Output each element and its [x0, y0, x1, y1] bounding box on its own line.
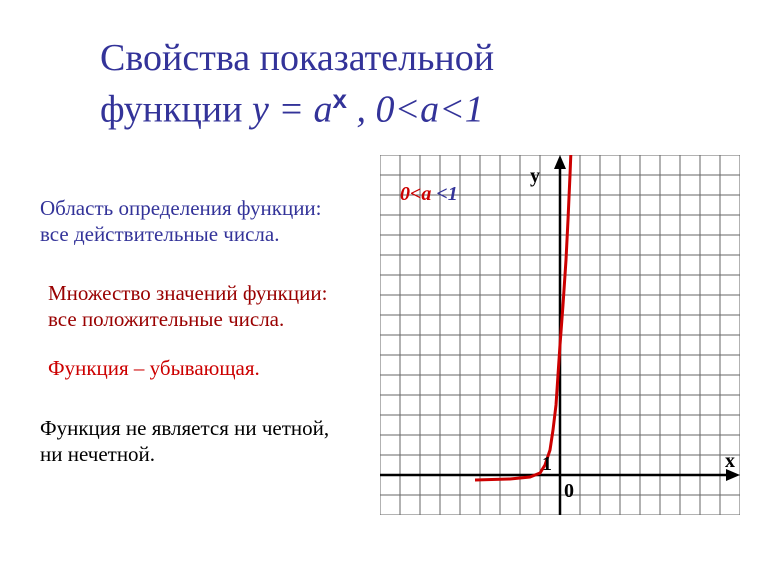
x-axis-label: x — [725, 450, 735, 473]
slide-title: Свойства показательной функции y = ax , … — [100, 35, 494, 134]
graph-svg — [380, 155, 740, 515]
prop-parity: Функция не является ни четной, ни нечетн… — [40, 415, 329, 468]
tick-1: 1 — [542, 453, 552, 476]
prop-range-l1: Множество значений функции: — [48, 281, 327, 305]
origin-label: 0 — [564, 480, 574, 503]
title-formula-exp: x — [333, 84, 347, 114]
prop-parity-l1: Функция не является ни четной, — [40, 416, 329, 440]
prop-monotonic: Функция – убывающая. — [48, 355, 260, 381]
title-formula-base: y = a — [252, 88, 333, 130]
graph-condition: 0<a <1 — [400, 183, 458, 206]
title-line1: Свойства показательной — [100, 37, 494, 79]
prop-domain-l2: все действительные числа. — [40, 222, 279, 246]
title-line2-prefix: функции — [100, 88, 252, 130]
prop-parity-l2: ни нечетной. — [40, 442, 155, 466]
curve-path — [475, 155, 571, 480]
curve — [475, 155, 571, 480]
prop-monotonic-text: Функция – убывающая. — [48, 356, 260, 380]
prop-range-l2: все положительные числа. — [48, 307, 284, 331]
title-formula-suffix: , 0<a<1 — [347, 88, 484, 130]
graph-panel: y x 1 0 0<a <1 — [380, 155, 740, 515]
prop-domain-l1: Область определения функции: — [40, 196, 322, 220]
prop-domain: Область определения функции: все действи… — [40, 195, 322, 248]
cond-suffix: <1 — [436, 183, 457, 205]
cond-prefix: 0<a — [400, 183, 436, 205]
y-axis-label: y — [530, 165, 540, 188]
prop-range: Множество значений функции: все положите… — [48, 280, 327, 333]
slide: Свойства показательной функции y = ax , … — [0, 0, 768, 576]
